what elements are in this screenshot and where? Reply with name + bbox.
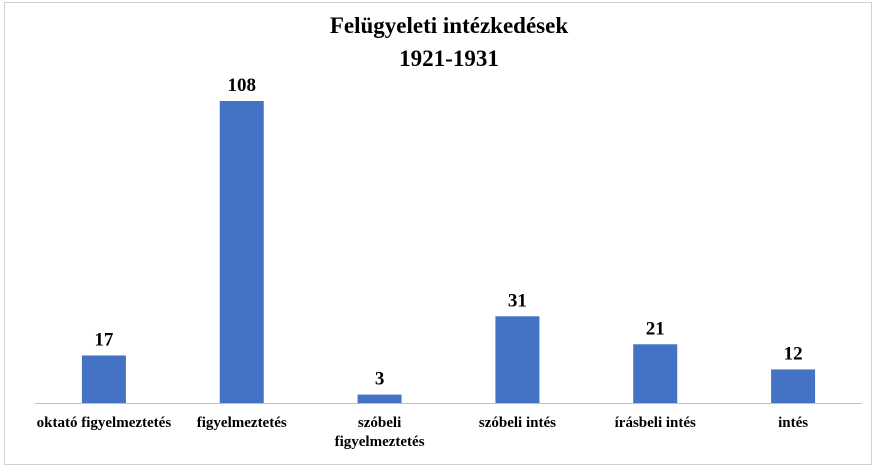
x-tick-label: intés [778, 415, 809, 431]
bar [633, 344, 678, 403]
data-label: 21 [646, 318, 665, 339]
x-tick-label: figyelmeztetés [196, 415, 287, 431]
data-label: 31 [508, 290, 527, 311]
x-tick-label: oktató figyelmeztetés [36, 415, 172, 431]
data-label: 17 [94, 329, 114, 350]
bar [771, 369, 816, 403]
x-tick-label: írásbeli intés [614, 415, 696, 431]
data-label: 3 [375, 369, 385, 390]
chart-subtitle: 1921-1931 [399, 46, 499, 71]
x-tick-label: szóbeli figyelmeztetés [334, 415, 425, 450]
bar [219, 101, 264, 403]
bar [495, 316, 540, 403]
data-label: 108 [228, 75, 257, 96]
chart-border [4, 2, 872, 465]
chart-title: Felügyeleti intézkedések [330, 13, 568, 38]
data-label: 12 [784, 343, 803, 364]
x-tick-label: szóbeli intés [478, 415, 556, 431]
bar [81, 355, 126, 403]
bar [357, 394, 402, 403]
